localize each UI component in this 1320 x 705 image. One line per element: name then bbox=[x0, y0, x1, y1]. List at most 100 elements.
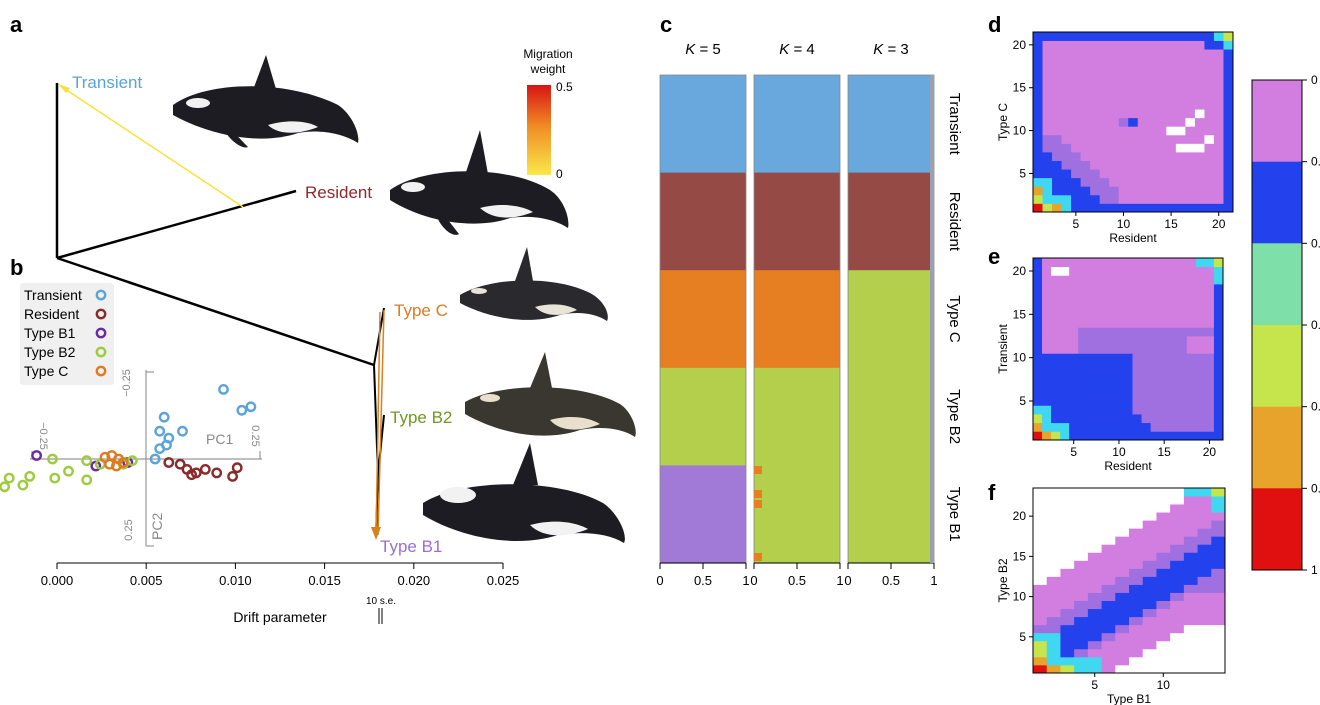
heatmap-cell bbox=[1060, 284, 1070, 294]
pca-point bbox=[231, 462, 243, 474]
heatmap-cell bbox=[1087, 362, 1097, 372]
heatmap-cell bbox=[1142, 536, 1157, 545]
heatmap-cell bbox=[1132, 258, 1142, 268]
heatmap-cell bbox=[1118, 117, 1129, 127]
heatmap-cell bbox=[1069, 266, 1079, 276]
heatmap-cell bbox=[1080, 57, 1091, 67]
heatmap-cell bbox=[1211, 600, 1226, 610]
heatmap-cell bbox=[1071, 186, 1082, 196]
heatmap-cell bbox=[1159, 336, 1170, 346]
heatmap-cell bbox=[1141, 353, 1152, 363]
heatmap-frame bbox=[1032, 257, 1224, 441]
heatmap-cell bbox=[1156, 584, 1171, 593]
heatmap-cell bbox=[1046, 600, 1061, 610]
pca-point bbox=[236, 404, 248, 416]
heatmap-cell bbox=[1129, 616, 1144, 626]
heatmap-cell bbox=[1060, 552, 1075, 561]
colorbar-segment bbox=[1252, 80, 1302, 163]
heatmap-cell bbox=[1105, 353, 1115, 363]
heatmap-cell bbox=[1170, 560, 1185, 569]
heatmap-cell bbox=[1061, 66, 1072, 76]
heatmap-cell bbox=[1132, 405, 1142, 415]
heatmap-cell bbox=[1223, 143, 1234, 153]
heatmap-cell bbox=[1052, 57, 1062, 67]
heatmap-cell bbox=[1186, 275, 1197, 285]
heatmap-cell bbox=[1080, 40, 1091, 50]
heatmap-cell bbox=[1087, 584, 1102, 593]
heatmap-cell bbox=[1150, 353, 1161, 363]
heatmap-cell bbox=[1069, 414, 1079, 424]
heatmap-cell bbox=[1204, 388, 1215, 398]
heatmap-cell bbox=[1118, 83, 1129, 93]
heatmap-cell bbox=[1074, 640, 1089, 650]
heatmap-xtick-label: 10 bbox=[1157, 678, 1171, 692]
heatmap-cell bbox=[1141, 370, 1152, 380]
heatmap-cell bbox=[1156, 32, 1167, 41]
colorbar-tick-label: 0 bbox=[1311, 73, 1318, 87]
heatmap-cell bbox=[1132, 353, 1142, 363]
heatmap-cell bbox=[1046, 616, 1061, 626]
heatmap-cell bbox=[1090, 203, 1101, 213]
heatmap-cell bbox=[1060, 405, 1070, 415]
heatmap-cell bbox=[1183, 648, 1198, 658]
heatmap-cell bbox=[1150, 379, 1161, 389]
heatmap-cell bbox=[1071, 92, 1082, 101]
heatmap-cell bbox=[1033, 194, 1043, 204]
heatmap-cell bbox=[1099, 143, 1110, 153]
heatmap-cell bbox=[1204, 336, 1215, 346]
heatmap-cell bbox=[1099, 160, 1110, 170]
heatmap-xtick-label: 5 bbox=[1091, 678, 1098, 692]
heatmap-cell bbox=[1074, 568, 1089, 577]
heatmap-cell bbox=[1101, 544, 1116, 553]
heatmap-cell bbox=[1033, 57, 1043, 67]
heatmap-cell bbox=[1061, 92, 1072, 101]
heatmap-cell bbox=[1168, 388, 1179, 398]
heatmap-cell bbox=[1195, 414, 1206, 424]
colorbar-tick-label: 0.05 bbox=[1311, 318, 1320, 332]
heatmap-cell bbox=[1115, 536, 1130, 545]
heatmap-cell bbox=[1150, 327, 1161, 337]
heatmap-cell bbox=[1096, 362, 1106, 372]
heatmap-cell bbox=[1197, 616, 1212, 626]
k-title: K = 4 bbox=[779, 41, 814, 58]
heatmap-cell bbox=[1183, 536, 1198, 545]
heatmap-cell bbox=[1204, 186, 1215, 196]
heatmap-cell bbox=[1074, 592, 1089, 602]
heatmap-cell bbox=[1080, 152, 1091, 161]
heatmap-cell bbox=[1186, 327, 1197, 337]
heatmap-cell bbox=[1109, 100, 1120, 110]
heatmap-cell bbox=[1156, 160, 1167, 170]
heatmap-cell bbox=[1069, 370, 1079, 380]
drift-tick-label: 0.005 bbox=[130, 573, 163, 588]
heatmap-cell bbox=[1118, 203, 1129, 213]
heatmap-cell bbox=[1123, 344, 1133, 354]
heatmap-cell bbox=[1183, 632, 1198, 642]
colorbar-segment bbox=[1252, 488, 1302, 571]
heatmap-cell bbox=[1197, 536, 1212, 545]
heatmap-cell bbox=[1129, 584, 1144, 593]
heatmap-cell bbox=[1223, 169, 1234, 179]
heatmap-cell bbox=[1118, 57, 1129, 67]
heatmap-cell bbox=[1170, 488, 1185, 497]
heatmap-cell bbox=[1087, 616, 1102, 626]
heatmap-cell bbox=[1132, 414, 1142, 424]
pca-legend-label: Type C bbox=[24, 363, 68, 379]
heatmap-cell bbox=[1046, 528, 1061, 537]
heatmap-cell bbox=[1114, 396, 1124, 406]
heatmap-cell bbox=[1118, 126, 1129, 136]
heatmap-cell bbox=[1078, 327, 1088, 337]
heatmap-cell bbox=[1061, 32, 1072, 41]
heatmap-cell bbox=[1170, 664, 1185, 674]
heatmap-cell bbox=[1129, 560, 1144, 569]
heatmap-cell bbox=[1213, 258, 1224, 268]
heatmap-cell bbox=[1114, 431, 1124, 441]
heatmap-cell bbox=[1115, 640, 1130, 650]
pca-legend-marker bbox=[95, 327, 107, 339]
heatmap-cell bbox=[1142, 608, 1157, 618]
heatmap-cell bbox=[1099, 126, 1110, 136]
heatmap-cell bbox=[1211, 568, 1226, 577]
heatmap-cell bbox=[1156, 608, 1171, 618]
heatmap-ytick-label: 10 bbox=[1013, 351, 1027, 365]
heatmap-cell bbox=[1204, 362, 1215, 372]
heatmap-cell bbox=[1051, 431, 1061, 441]
